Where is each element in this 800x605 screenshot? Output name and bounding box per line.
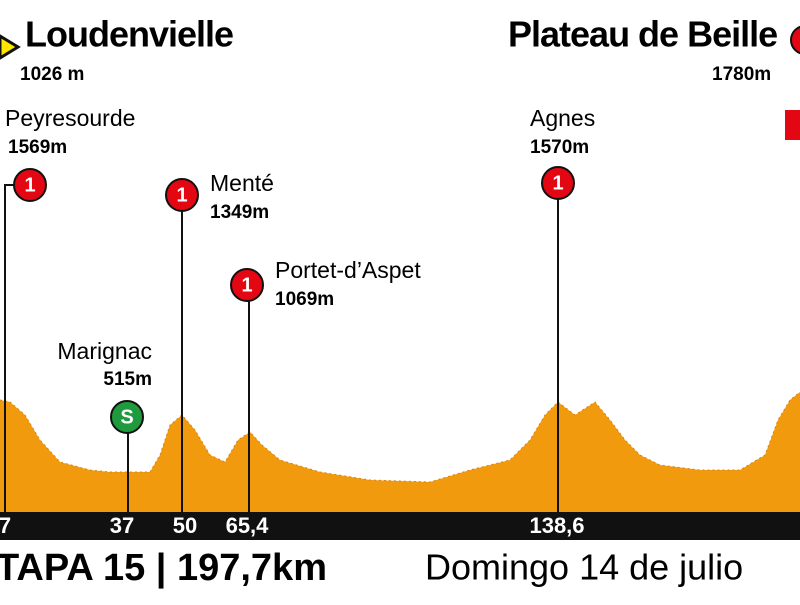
climb-altitude: 1349m [210, 202, 269, 223]
climb-altitude: 1069m [275, 289, 334, 310]
climb-category: 1 [176, 184, 187, 206]
climb-name: Peyresourde [5, 105, 135, 131]
finish-altitude: 1780m [712, 64, 771, 85]
stage-title: TAPA 15 | 197,7km [0, 547, 327, 589]
km-bar [0, 512, 800, 540]
finish-name: Plateau de Beille [508, 14, 777, 55]
climb-category: 1 [24, 174, 35, 196]
sprint-altitude: 515m [103, 369, 152, 390]
climb-category: 1 [552, 172, 563, 194]
sprint-symbol: S [120, 406, 133, 428]
climb-name: Agnes [530, 105, 595, 131]
km-label: 65,4 [226, 513, 270, 538]
km-label: 138,6 [529, 513, 584, 538]
km-label: 50 [173, 513, 197, 538]
hc-badge [785, 110, 800, 140]
km-label: 7 [0, 513, 11, 538]
elevation-profile [0, 392, 800, 512]
climb-badge [13, 168, 47, 202]
climb-category: 1 [241, 274, 252, 296]
climb-badge [230, 268, 264, 302]
climb-altitude: 1569m [8, 137, 67, 158]
climb-altitude: 1570m [530, 137, 589, 158]
climb-badge [541, 166, 575, 200]
climb-name: Portet-d’Aspet [275, 257, 421, 283]
profile-outline [0, 391, 800, 483]
sprint-badge [110, 400, 144, 434]
start-altitude: 1026 m [20, 64, 84, 85]
climb-line [4, 184, 14, 512]
km-label: 37 [110, 513, 134, 538]
sprint-name: Marignac [57, 338, 152, 364]
start-name: Loudenvielle [25, 14, 233, 55]
start-arrow [0, 34, 21, 60]
finish-icon [790, 25, 800, 55]
stage-date: Domingo 14 de julio [425, 547, 743, 588]
climb-badge [165, 178, 199, 212]
climb-name: Menté [210, 170, 274, 196]
